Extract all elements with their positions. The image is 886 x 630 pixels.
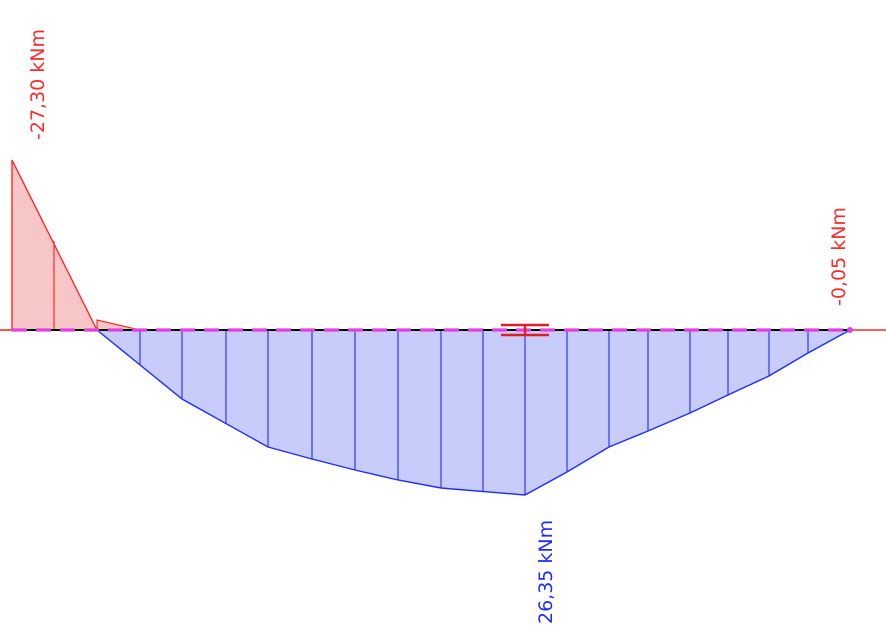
negative-moment-region	[11, 159, 141, 331]
beam-axis	[0, 327, 886, 333]
end-moment-label: -0,05 kNm	[828, 207, 850, 306]
beam-end-node	[847, 327, 853, 333]
section-marker-icon	[501, 323, 549, 337]
max-positive-moment-label: 26,35 kNm	[535, 520, 557, 624]
max-negative-moment-label: -27,30 kNm	[27, 29, 49, 140]
positive-moment-area	[95, 329, 851, 496]
positive-moment-region	[95, 329, 851, 496]
